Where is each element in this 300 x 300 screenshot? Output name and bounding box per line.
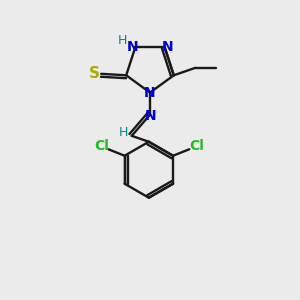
Text: N: N — [161, 40, 173, 54]
Text: H: H — [119, 126, 128, 139]
Text: N: N — [127, 40, 139, 54]
Text: S: S — [89, 66, 100, 81]
Text: H: H — [117, 34, 127, 47]
Text: N: N — [144, 85, 156, 100]
Text: N: N — [145, 109, 156, 123]
Text: Cl: Cl — [189, 139, 204, 153]
Text: Cl: Cl — [94, 139, 109, 153]
